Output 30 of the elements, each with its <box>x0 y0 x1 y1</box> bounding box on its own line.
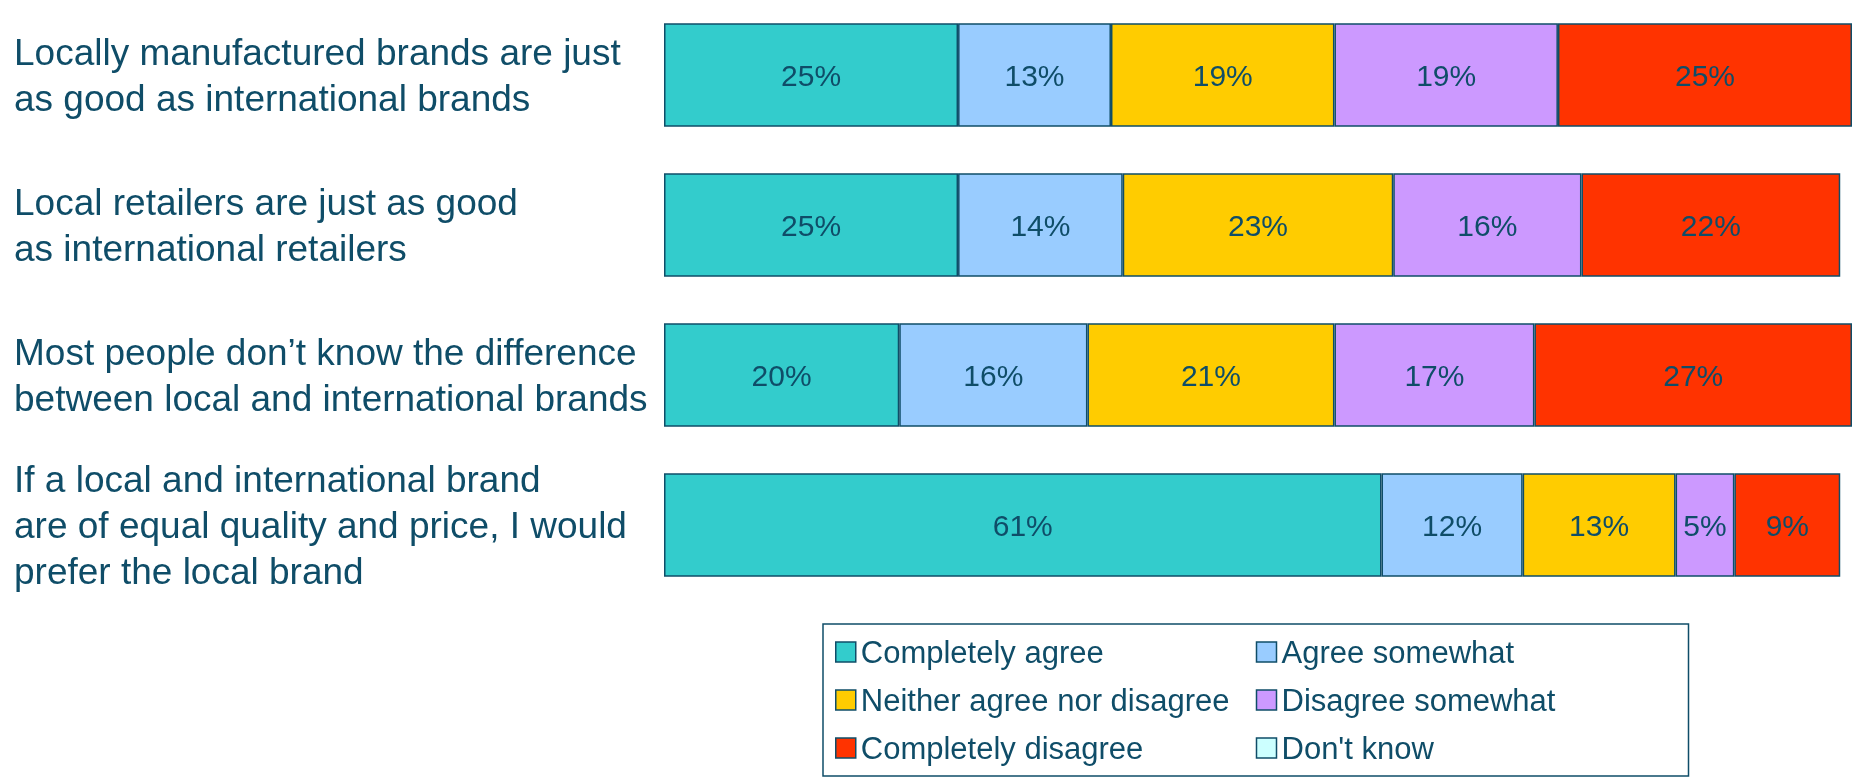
legend-label: Disagree somewhat <box>1281 682 1556 718</box>
data-label: 25% <box>781 58 842 92</box>
y-tick-label: Locally manufactured brands are just as good as international brands <box>14 31 622 119</box>
data-label: 13% <box>1569 508 1630 542</box>
data-label: 16% <box>1457 208 1518 242</box>
data-label: 17% <box>1404 358 1465 392</box>
data-label: 25% <box>781 208 842 242</box>
data-label: 23% <box>1227 208 1289 242</box>
data-label: 14% <box>1010 208 1071 242</box>
data-label: 12% <box>1422 508 1483 542</box>
y-tick-label: Most people don’t know the difference between local and international brands <box>14 331 648 419</box>
y-tick-label: Local retailers are just as good as international retailers <box>14 181 518 269</box>
data-label: 9% <box>1765 508 1809 542</box>
data-label: 61% <box>992 508 1053 542</box>
legend-label: Completely agree <box>860 634 1104 670</box>
data-label: 16% <box>963 358 1024 392</box>
legend-label: Agree somewhat <box>1281 634 1515 670</box>
legend-label: Completely disagree <box>860 730 1144 766</box>
legend-label: Don't know <box>1281 730 1435 766</box>
data-label: 13% <box>1004 58 1065 92</box>
data-label: 25% <box>1674 58 1735 92</box>
data-label: 22% <box>1680 208 1741 242</box>
data-label: 21% <box>1180 358 1241 392</box>
y-tick-label: If a local and international brand are of equal quality and price, I would prefer the local brand <box>14 458 627 592</box>
data-label: 27% <box>1663 358 1724 392</box>
data-label: 5% <box>1683 508 1727 542</box>
legend-label: Neither agree nor disagree <box>860 682 1230 718</box>
data-label: 20% <box>751 358 812 392</box>
data-label: 19% <box>1192 58 1253 92</box>
data-label: 19% <box>1416 58 1477 92</box>
